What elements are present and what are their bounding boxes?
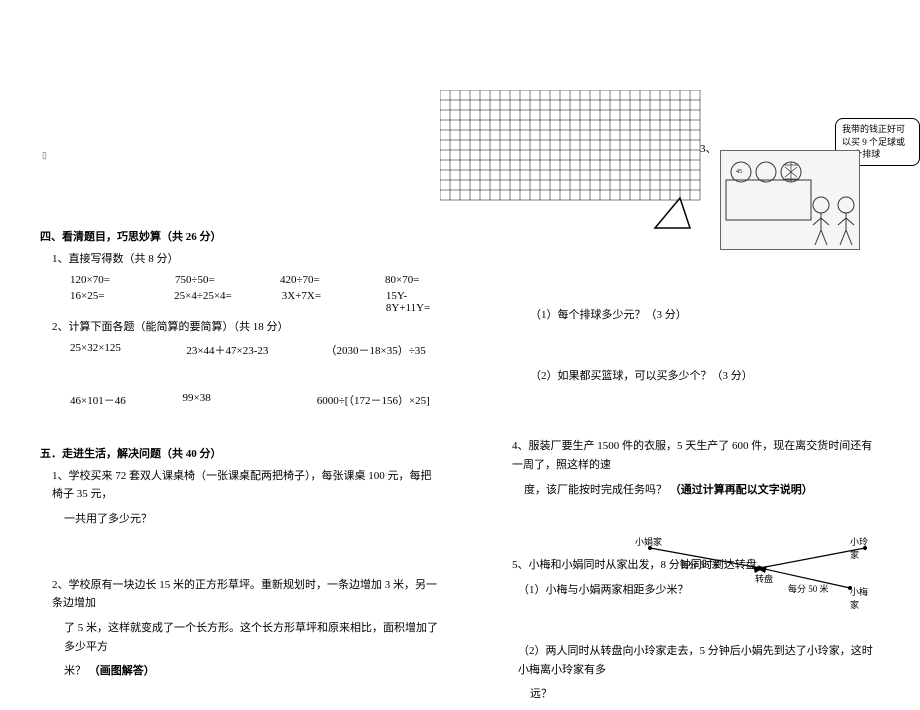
calc-cell: 3X+7X= — [282, 290, 336, 314]
q2-hint: （画图解答） — [89, 665, 155, 677]
s4-p1: 1、直接写得数（共 8 分） — [52, 250, 440, 270]
svg-text:45: 45 — [736, 169, 742, 175]
calc-cell: 6000÷[（172－156）×25] — [317, 392, 440, 408]
q5-2a: （2）两人同时从转盘向小玲家走去，5 分钟后小娟先到达了小玲家，这时小梅离小玲家… — [518, 642, 880, 679]
calc-row-4: 46×101－46 99×38 6000÷[（172－156）×25] — [70, 392, 440, 408]
q3-1: （1）每个排球多少元？（3 分） — [530, 306, 880, 325]
calc-row-1: 120×70= 750÷50= 420÷70= 80×70= — [70, 274, 440, 286]
section5-title: 五．走进生活，解决问题（共 40 分） — [40, 445, 440, 461]
lbl-mei: 小梅家 — [850, 585, 870, 611]
section4-title: 四、看清题目，巧思妙算（共 26 分） — [40, 228, 440, 244]
p5-diagram: 小娟家 小玲家 小梅家 转盘 每分 55 米 每分 50 米 — [640, 540, 870, 600]
q3-marker: 3、 — [700, 140, 717, 156]
calc-cell: （2030－18×35）÷35 — [326, 342, 440, 358]
calc-cell: 120×70= — [70, 274, 125, 286]
q3-2: （2）如果都买篮球，可以买多少个？（3 分） — [530, 367, 880, 386]
shop-illustration: 45 — [720, 150, 860, 250]
s4-p2: 2、计算下面各题（能简算的要简算）（共 18 分） — [52, 318, 440, 338]
calc-row-3: 25×32×125 23×44＋47×23-23 （2030－18×35）÷35 — [70, 342, 440, 358]
lbl-pan: 转盘 — [755, 572, 773, 585]
q4-hint: （通过计算再配以文字说明） — [670, 484, 813, 496]
calc-cell: 23×44＋47×23-23 — [186, 342, 285, 358]
calc-cell: 750÷50= — [175, 274, 230, 286]
q1b: 一共用了多少元？ — [64, 510, 440, 529]
q2a: 2、学校原有一块边长 15 米的正方形草坪。重新规划时，一条边增加 3 米，另一… — [52, 576, 440, 613]
lbl-juan: 小娟家 — [635, 535, 662, 548]
q4a: 4、服装厂要生产 1500 件的衣服，5 天生产了 600 件，现在离交货时间还… — [512, 437, 880, 474]
calc-cell: 46×101－46 — [70, 392, 143, 408]
calc-cell: 16×25= — [70, 290, 124, 314]
calc-cell: 420÷70= — [280, 274, 335, 286]
calc-cell: 15Y-8Y+11Y= — [386, 290, 440, 314]
text-cursor: ▯ — [42, 150, 47, 161]
q1a: 1、学校买来 72 套双人课桌椅（一张课桌配两把椅子），每张课桌 100 元，每… — [52, 467, 440, 504]
calc-cell: 99×38 — [183, 392, 277, 408]
calc-row-2: 16×25= 25×4÷25×4= 3X+7X= 15Y-8Y+11Y= — [70, 290, 440, 314]
calc-cell: 25×4÷25×4= — [174, 290, 232, 314]
q4b-text: 度，该厂能按时完成任务吗？ — [524, 484, 667, 496]
grid-svg — [440, 90, 710, 230]
q5-2b: 远？ — [530, 685, 880, 704]
q2c: 米？ （画图解答） — [64, 662, 440, 681]
grid-figure — [440, 90, 710, 230]
calc-cell: 25×32×125 — [70, 342, 146, 358]
calc-cell: 80×70= — [385, 274, 440, 286]
lbl-ling: 小玲家 — [850, 535, 870, 561]
lbl-speed2: 每分 50 米 — [788, 582, 829, 595]
lbl-speed1: 每分 55 米 — [680, 558, 721, 571]
shop-svg: 45 — [721, 150, 859, 250]
q4b: 度，该厂能按时完成任务吗？ （通过计算再配以文字说明） — [524, 481, 880, 500]
q2c-text: 米？ — [64, 665, 86, 677]
